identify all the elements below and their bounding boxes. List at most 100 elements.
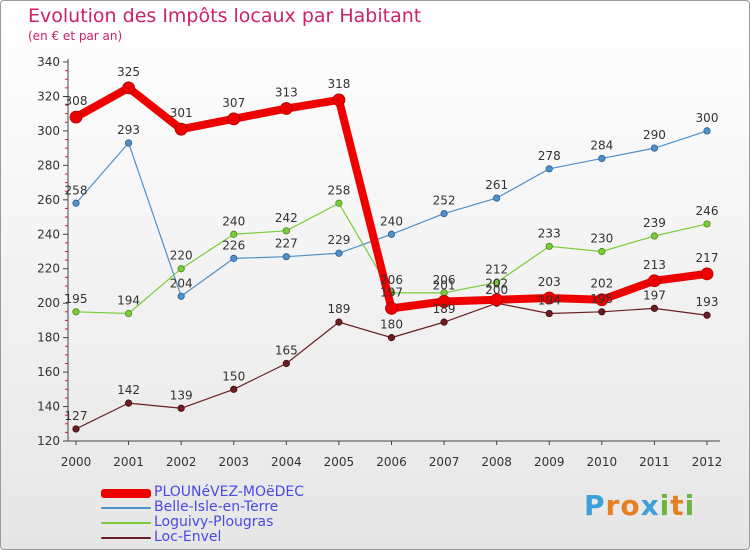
series-1-data-label: 252 [433,194,456,208]
series-0-point [595,293,609,307]
series-2-point [177,265,185,273]
series-3-data-label: 195 [590,292,613,306]
series-3-point [124,399,133,407]
logo-letter: i [659,489,671,522]
series-0-point [227,112,241,126]
series-2-point [282,227,290,235]
series-0-point [69,110,83,124]
logo-letter: i [684,489,696,522]
series-0-point [174,122,188,136]
y-tick-label: 340 [37,55,60,69]
series-3-data-label: 189 [433,302,456,316]
series-3-point [230,385,238,393]
line-chart: 120 140 160 180 200 220 240 260 280 300 320 340 2000… [37,55,722,469]
series-0-point [542,291,556,305]
series-2-data-label: 239 [643,216,666,230]
y-tick-label: 220 [37,262,60,276]
series-3-point [703,311,711,319]
y-tick-label: 200 [37,296,60,310]
x-tick-label: 2005 [324,455,355,469]
series-0-data-label: 301 [170,106,193,120]
logo-letter: t [670,489,685,522]
series-2-data-label: 212 [485,263,508,277]
series-2-data-label: 194 [117,294,140,308]
x-tick-label: 2007 [429,455,460,469]
series-3-data-label: 180 [380,318,403,332]
legend-label: PLOUNéVEZ-MOëDEC [154,484,305,500]
x-tick-label: 2004 [271,455,302,469]
series-0-data-label: 318 [327,77,350,91]
chart-title: Evolution des Impôts locaux par Habitant [28,5,422,27]
y-tick-label: 160 [37,365,60,379]
series-0-data-label: 203 [538,275,561,289]
series-1-data-label: 258 [65,183,88,197]
y-tick-label: 120 [37,434,60,448]
series-1-point [440,210,448,218]
series-0-data-label: 202 [485,277,508,291]
x-tick-label: 2009 [534,455,565,469]
series-1-data-label: 204 [170,276,193,290]
series-1-point [703,127,711,135]
x-tick-label: 2006 [376,455,407,469]
series-0-data-label: 307 [222,96,245,110]
series-0-point [700,267,714,281]
series-0-data-label: 197 [380,285,403,299]
series-1-data-label: 284 [590,138,613,152]
logo-letter: r [605,489,621,522]
series-1-point [598,154,606,163]
series-3-data-label: 165 [275,343,298,357]
x-tick-label: 2008 [481,455,512,469]
series-0-data-label: 202 [590,277,613,291]
series-0-point [648,274,661,288]
series-3-point [598,308,606,316]
x-tick-label: 2001 [113,455,144,469]
series-3-data-label: 193 [696,295,719,309]
series-3-point [387,334,396,342]
series-2-data-label: 195 [65,292,88,306]
series-3-data-label: 150 [222,369,245,383]
y-tick-label: 180 [37,331,60,345]
legend-label: Loguivy-Plougras [154,514,274,530]
series-2-data-label: 240 [222,214,245,228]
logo-letter: x [640,489,660,522]
series-3-point [282,359,290,368]
series-2-data-label: 258 [327,183,350,197]
series-0-point [490,293,504,307]
series-2-data-label: 220 [170,249,193,263]
series-0-data-label: 313 [275,86,298,100]
logo-letter: P [584,489,606,522]
series-3-point [335,318,343,326]
series-3-data-label: 197 [643,288,666,302]
series-2-point [598,247,606,256]
series-3-point [545,309,553,318]
series-3-data-label: 194 [538,294,561,308]
series-1-point [545,165,553,173]
y-tick-label: 300 [37,124,60,138]
series-0-data-label: 201 [433,278,456,292]
series-3-point [72,425,80,433]
series-0-point [122,81,135,95]
series-1-point [177,292,185,300]
logo-letter: o [620,489,641,522]
legend-label: Belle-Isle-en-Terre [154,499,279,515]
series-3-data-label: 142 [117,383,140,397]
series-1-data-label: 229 [327,233,350,247]
series-2-data-label: 233 [538,226,561,240]
series-3-data-label: 200 [485,283,508,297]
series-2-data-label: 206 [380,273,403,287]
series-2-point [72,308,80,316]
series-1-point [493,194,501,202]
series-2-data-label: 246 [696,204,719,218]
series-1-point [72,199,80,207]
series-2-point [230,230,238,238]
series-3-data-label: 127 [65,409,88,423]
y-tick-label: 260 [37,193,60,207]
series-0-data-label: 325 [117,65,140,79]
proxiti-logo: Proxiti [584,489,695,522]
series-2-point [650,232,659,240]
legend-swatch [101,522,151,524]
x-tick-label: 2002 [166,455,197,469]
series-2-point [124,309,133,318]
series-0-point [437,295,451,308]
series-0-point [279,102,293,115]
